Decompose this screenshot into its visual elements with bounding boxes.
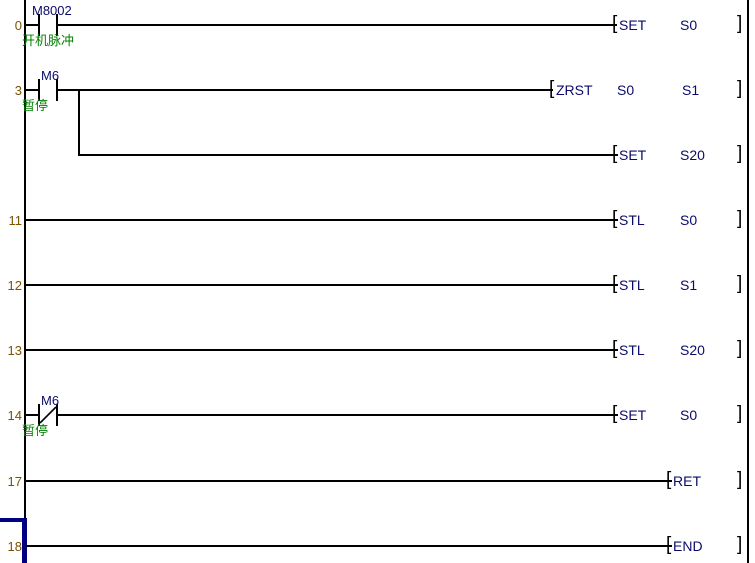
contact-nc-slash-icon	[39, 406, 57, 424]
bracket-open-icon: [	[666, 469, 672, 490]
rung-3-wire-left	[24, 89, 40, 91]
bracket-open-icon: [	[612, 143, 618, 164]
instruction-operand-1: S1	[680, 277, 698, 293]
instruction-mnemonic: END	[673, 538, 703, 554]
rung-3-wire-right	[57, 89, 553, 91]
rung-13-wire	[24, 349, 618, 351]
step-number-18: 18	[7, 539, 22, 554]
bracket-close-icon-rung14: ]	[737, 403, 743, 424]
bracket-open-icon: [	[666, 534, 672, 555]
bracket-open-icon: [	[612, 273, 618, 294]
instruction-mnemonic: SET	[619, 17, 647, 33]
instruction-mnemonic: STL	[619, 277, 645, 293]
bracket-close-icon-end: ]	[737, 534, 743, 555]
bracket-close-icon-ret: ]	[737, 469, 743, 490]
bracket-open-icon: [	[612, 13, 618, 34]
instruction-mnemonic: STL	[619, 212, 645, 228]
contact-bar-left	[38, 404, 40, 426]
contact-label-m8002: M8002	[32, 3, 72, 18]
cursor-selection-cap	[0, 518, 27, 522]
contact-bar-left	[38, 14, 40, 36]
right-power-rail	[747, 0, 749, 563]
cursor-selection-rail	[22, 518, 27, 563]
rung-12-wire	[24, 284, 618, 286]
contact-label-m6-rung14: M6	[41, 393, 60, 408]
bracket-close-icon-rung3: ]	[737, 78, 743, 99]
step-number-12: 12	[7, 278, 22, 293]
rung-11-wire	[24, 219, 618, 221]
bracket-close-icon-set-s20: ]	[737, 143, 743, 164]
contact-comment-m8002: 开机脉冲	[22, 33, 75, 48]
rung-0-wire-right	[57, 24, 617, 26]
step-number-11: 11	[8, 213, 23, 228]
instruction-operand-1: S0	[617, 82, 635, 98]
rung-14-wire-right	[57, 414, 618, 416]
branch-wire-set-s20	[78, 154, 618, 156]
bracket-open-icon: [	[612, 403, 618, 424]
rung-0-wire-left	[24, 24, 40, 26]
rung-17-wire	[24, 480, 672, 482]
left-power-rail	[24, 0, 26, 563]
step-number-13: 13	[7, 343, 22, 358]
rung-14-wire-left	[24, 414, 40, 416]
instruction-operand-1: S0	[680, 407, 698, 423]
bracket-open-icon: [	[549, 78, 555, 99]
instruction-operand-1: S0	[680, 212, 698, 228]
instruction-operand-1: S20	[680, 147, 705, 163]
instruction-mnemonic: STL	[619, 342, 645, 358]
contact-comment-m6-rung3: 暂停	[22, 98, 49, 113]
instruction-mnemonic: RET	[673, 473, 701, 489]
branch-vertical-wire	[78, 89, 80, 156]
instruction-operand-2: S1	[682, 82, 700, 98]
rung-18-wire	[26, 545, 672, 547]
step-number-17: 17	[7, 474, 22, 489]
instruction-mnemonic: SET	[619, 147, 647, 163]
contact-bar-left	[38, 79, 40, 101]
bracket-close-icon-stl-s0: ]	[737, 208, 743, 229]
instruction-operand-1: S20	[680, 342, 705, 358]
step-number-0: 0	[14, 18, 22, 33]
instruction-operand-1: S0	[680, 17, 698, 33]
bracket-open-icon: [	[612, 338, 618, 359]
bracket-open-icon: [	[612, 208, 618, 229]
step-number-14: 14	[7, 408, 22, 423]
contact-label-m6-rung3: M6	[41, 68, 60, 83]
bracket-close-icon-stl-s20: ]	[737, 338, 743, 359]
bracket-close-icon-stl-s1: ]	[737, 273, 743, 294]
instruction-mnemonic: ZRST	[556, 82, 593, 98]
step-number-3: 3	[14, 83, 22, 98]
bracket-close-icon-rung0: ]	[737, 13, 743, 34]
contact-comment-m6-rung14: 暂停	[22, 423, 49, 438]
instruction-mnemonic: SET	[619, 407, 647, 423]
